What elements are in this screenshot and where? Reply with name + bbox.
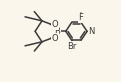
Text: Br: Br [67, 42, 76, 51]
Text: O: O [51, 20, 58, 29]
Text: F: F [79, 13, 83, 22]
Text: B: B [54, 27, 60, 36]
Text: N: N [88, 27, 95, 36]
Text: O: O [51, 34, 58, 43]
